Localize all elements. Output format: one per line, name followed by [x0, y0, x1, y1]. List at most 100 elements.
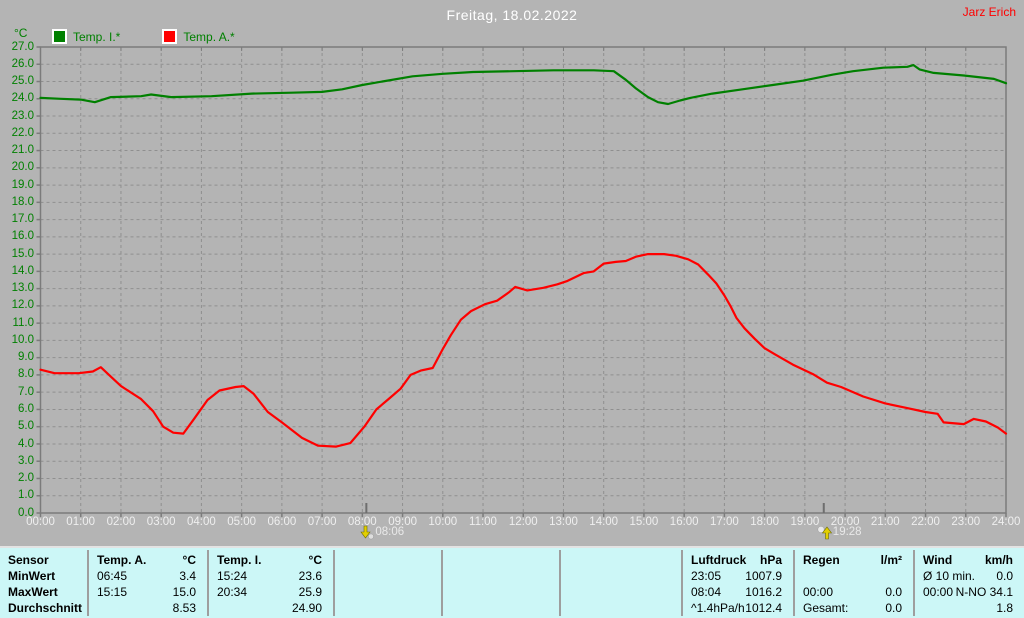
temp-a-swatch-icon	[162, 29, 178, 44]
table-cell-regen: 00:00 0.0	[803, 584, 902, 599]
table-header-empty-1	[333, 552, 437, 567]
y-axis-label: 26.0	[11, 57, 34, 70]
y-axis-label: 9.0	[18, 351, 34, 364]
table-separator	[87, 550, 89, 616]
x-axis-label: 13:00	[549, 516, 578, 528]
table-header-wind: Wind km/h	[923, 552, 1013, 567]
table-header-empty-3	[559, 552, 677, 567]
x-axis-label: 23:00	[951, 516, 981, 528]
legend-item-temp-a: Temp. A.*	[162, 29, 235, 44]
legend-label-temp-i: Temp. I.*	[73, 29, 121, 44]
table-cell-empty-1	[333, 600, 437, 615]
x-axis-label: 06:00	[267, 516, 297, 528]
table-cell-wind: Ø 10 min. 0.0	[923, 568, 1013, 583]
table-row-label: MinWert	[8, 568, 56, 583]
table-header-temp-a: Temp. A. °C	[97, 552, 196, 567]
table-cell-empty-3	[559, 600, 677, 615]
table-cell-regen: Gesamt: 0.0	[803, 600, 902, 615]
temp-i-swatch-icon	[52, 29, 67, 44]
table-separator	[207, 550, 209, 616]
table-cell-empty-1	[333, 568, 437, 583]
table-cell-empty-1	[333, 584, 437, 599]
table-row-label: Durchschnitt	[8, 600, 83, 615]
table-separator	[333, 550, 335, 616]
x-axis-label: 08:00	[347, 516, 377, 528]
table-separator	[441, 550, 443, 616]
y-axis-label: 4.0	[18, 437, 34, 450]
table-cell-empty-2	[441, 584, 555, 599]
x-axis-label: 03:00	[146, 516, 176, 528]
x-axis-label: 02:00	[106, 516, 136, 528]
y-axis-label: 21.0	[11, 144, 34, 157]
x-axis-label: 16:00	[669, 516, 699, 528]
y-axis-unit: °C	[14, 26, 28, 40]
x-axis-label: 20:00	[830, 516, 860, 528]
table-cell-empty-2	[441, 600, 555, 615]
table-cell-empty-2	[441, 568, 555, 583]
table-header-temp-i: Temp. I. °C	[217, 552, 322, 567]
table-cell-regen	[793, 568, 909, 583]
table-cell-empty-3	[559, 568, 677, 583]
y-axis-label: 16.0	[11, 230, 34, 243]
moonset-marker-icon	[360, 525, 375, 540]
x-axis-label: 01:00	[66, 516, 96, 528]
series-temp-i	[39, 63, 1008, 106]
x-axis-label: 09:00	[388, 516, 417, 528]
y-axis-label: 24.0	[11, 92, 34, 105]
temperature-chart	[36, 46, 1008, 517]
page-title: Freitag, 18.02.2022	[446, 7, 578, 23]
x-axis-label: 14:00	[589, 516, 619, 528]
y-axis-label: 2.0	[18, 472, 34, 484]
y-axis-label: 11.0	[12, 316, 34, 329]
moonrise-marker-icon	[817, 526, 832, 540]
y-axis-label: 18.0	[11, 195, 34, 208]
user-name: Jarz Erich	[962, 5, 1016, 19]
y-axis-label: 12.0	[11, 299, 34, 312]
stats-table: Sensor MinWert MaxWert Durchschnitt Temp. A…	[0, 546, 1024, 618]
y-axis-label: 20.0	[11, 161, 34, 174]
x-axis-label: 17:00	[710, 516, 739, 528]
table-row-label: MaxWert	[8, 584, 58, 599]
y-axis-label: 23.0	[11, 109, 34, 122]
table-cell-temp-i: 20:34 25.9	[217, 584, 322, 599]
x-axis-label: 22:00	[911, 516, 940, 528]
table-separator	[559, 550, 561, 616]
x-axis-label: 18:00	[750, 516, 779, 528]
legend-item-temp-i: Temp. I.*	[52, 29, 120, 44]
y-axis-label: 17.0	[11, 213, 34, 226]
y-axis-label: 22.0	[11, 126, 34, 139]
marker-time-label: 19:28	[832, 526, 862, 538]
y-axis-label: 7.0	[18, 385, 34, 398]
y-axis-label: 10.0	[11, 333, 34, 346]
table-cell-luftdruck: 23:05 1007.9	[691, 568, 782, 583]
x-axis-label: 04:00	[187, 516, 216, 528]
table-separator	[913, 550, 915, 616]
y-axis-label: 14.0	[11, 264, 34, 277]
marker-time-label: 08:06	[375, 526, 405, 538]
y-axis-label: 8.0	[18, 368, 34, 381]
x-axis-label: 11:00	[469, 516, 497, 528]
table-header-regen: Regen l/m²	[803, 552, 902, 567]
y-axis-label: 25.0	[11, 75, 34, 87]
x-axis-label: 12:00	[508, 516, 538, 528]
x-axis-label: 15:00	[629, 516, 659, 528]
table-header-empty-2	[441, 552, 555, 567]
marker-0806: 08:06	[359, 525, 404, 541]
table-cell-empty-3	[559, 584, 677, 599]
marker-1928: 19:28	[817, 525, 862, 541]
y-axis-label: 6.0	[18, 402, 34, 415]
y-axis-label: 3.0	[18, 454, 34, 467]
table-cell-temp-i: 24.90	[291, 600, 322, 615]
y-axis-label: 19.0	[11, 178, 34, 191]
y-axis-label: 0.0	[18, 506, 34, 519]
table-cell-temp-a: 8.53	[172, 600, 196, 615]
table-cell-wind: 1.8	[996, 600, 1013, 615]
table-header-luftdruck: Luftdruck hPa	[691, 552, 782, 567]
table-row-label: Sensor	[8, 552, 49, 567]
table-cell-wind: 00:00 N-NO 34.1	[923, 584, 1013, 599]
series-temp-a	[39, 253, 1008, 448]
table-separator	[793, 550, 795, 616]
table-cell-temp-a: 06:45 3.4	[97, 568, 196, 583]
y-axis-label: 1.0	[18, 489, 34, 502]
